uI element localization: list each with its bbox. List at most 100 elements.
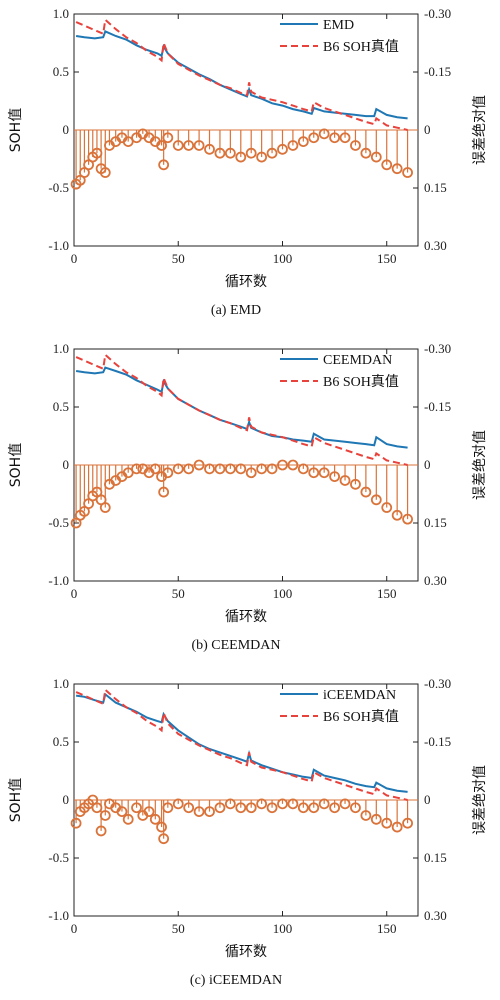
stem-marker bbox=[287, 140, 299, 151]
stem-marker bbox=[339, 475, 351, 486]
x-tick-label: 150 bbox=[377, 251, 397, 266]
stem-marker bbox=[95, 825, 107, 837]
stem-marker bbox=[381, 502, 393, 513]
chart-panel-2: 0 50 100 150 -1.0 -0.5 0 0.5 1.0 0.30 0.15 0 -0.15 -0… bbox=[8, 676, 488, 988]
stem-series bbox=[70, 128, 413, 190]
y-right-tick-label: 0.15 bbox=[424, 180, 447, 195]
y-right-tick-label: 0 bbox=[424, 792, 431, 807]
stem-marker bbox=[297, 136, 309, 148]
stem-marker bbox=[158, 833, 170, 845]
stem-marker bbox=[193, 140, 205, 151]
stem-marker bbox=[360, 810, 372, 821]
x-axis-label: 循环数 bbox=[225, 274, 267, 290]
legend-label: B6 SOH真值 bbox=[323, 709, 399, 725]
stem-marker bbox=[370, 813, 382, 825]
y-tick-label: 0.5 bbox=[53, 399, 69, 414]
stem-marker bbox=[350, 802, 361, 814]
stem-marker bbox=[339, 798, 351, 810]
y-right-tick-label: 0.30 bbox=[424, 238, 447, 253]
stem-marker bbox=[329, 802, 341, 814]
y-axis-label: SOH值 bbox=[8, 108, 24, 152]
stem-marker bbox=[204, 806, 215, 817]
stem-marker bbox=[329, 132, 341, 144]
y-right-tick-label: 0.30 bbox=[424, 908, 447, 923]
stem-marker bbox=[116, 806, 128, 817]
stem-marker bbox=[277, 459, 288, 471]
stem-marker bbox=[256, 151, 268, 163]
x-tick-label: 50 bbox=[172, 921, 185, 936]
stem-marker bbox=[360, 147, 372, 159]
y-right-axis-label: 误差绝对值 bbox=[472, 765, 488, 835]
y-tick-label: 1.0 bbox=[53, 341, 69, 356]
stem-series bbox=[70, 794, 413, 845]
stem-marker bbox=[277, 798, 288, 810]
stem-marker bbox=[329, 471, 341, 483]
stem-marker bbox=[370, 151, 382, 163]
y-right-tick-label: -0.30 bbox=[424, 6, 451, 21]
y-tick-label: 0 bbox=[63, 457, 70, 472]
stem-marker bbox=[99, 502, 111, 513]
y-tick-label: -1.0 bbox=[48, 238, 69, 253]
stem-marker bbox=[214, 463, 226, 475]
stem-marker bbox=[308, 132, 320, 144]
stem-marker bbox=[381, 817, 393, 829]
stem-marker bbox=[204, 463, 215, 475]
y-tick-label: -0.5 bbox=[48, 180, 69, 195]
stem-marker bbox=[350, 140, 361, 151]
stem-marker bbox=[402, 817, 413, 829]
stem-marker bbox=[131, 463, 142, 475]
stem-marker bbox=[245, 802, 257, 814]
stem-marker bbox=[158, 159, 170, 171]
y-tick-label: 0 bbox=[63, 122, 70, 137]
x-tick-label: 150 bbox=[377, 586, 397, 601]
legend-label: EMD bbox=[323, 18, 354, 33]
stem-marker bbox=[235, 151, 247, 163]
stem-marker bbox=[256, 798, 268, 810]
stem-marker bbox=[224, 798, 236, 810]
stem-marker bbox=[156, 821, 167, 833]
stem-marker bbox=[277, 143, 288, 155]
stem-marker bbox=[350, 478, 361, 490]
stem-marker bbox=[391, 163, 403, 175]
y-right-axis-label: 误差绝对值 bbox=[472, 95, 488, 165]
stem-marker bbox=[256, 463, 268, 475]
stem-marker bbox=[149, 463, 161, 475]
y-tick-label: -1.0 bbox=[48, 908, 69, 923]
y-tick-label: 0.5 bbox=[53, 64, 69, 79]
y-right-tick-label: 0 bbox=[424, 457, 431, 472]
x-axis-label: 循环数 bbox=[225, 609, 267, 625]
stem-marker bbox=[149, 813, 161, 825]
y-right-tick-label: 0.30 bbox=[424, 573, 447, 588]
stem-marker bbox=[297, 802, 309, 814]
stem-marker bbox=[318, 467, 330, 479]
stem-marker bbox=[235, 802, 247, 814]
stem-marker bbox=[172, 140, 184, 151]
stem-marker bbox=[308, 467, 320, 479]
stem-marker bbox=[193, 806, 205, 817]
stem-marker bbox=[235, 463, 247, 475]
stem-marker bbox=[287, 459, 299, 471]
y-axis-label: SOH值 bbox=[8, 778, 24, 822]
stem-marker bbox=[214, 147, 226, 159]
x-axis-label: 循环数 bbox=[225, 944, 267, 960]
stem-marker bbox=[391, 509, 403, 521]
y-tick-label: -0.5 bbox=[48, 515, 69, 530]
stem-marker bbox=[245, 467, 257, 479]
y-tick-label: 0 bbox=[63, 792, 70, 807]
y-right-tick-label: -0.15 bbox=[424, 399, 451, 414]
stem-marker bbox=[172, 798, 184, 810]
stem-marker bbox=[99, 810, 111, 821]
stem-marker bbox=[214, 802, 226, 814]
stem-marker bbox=[266, 802, 278, 814]
stem-marker bbox=[204, 143, 215, 155]
chart-panel-0: 0 50 100 150 -1.0 -0.5 0 0.5 1.0 0.30 0.15 0 -0.15 -0… bbox=[8, 6, 488, 318]
stem-marker bbox=[183, 802, 195, 814]
stem-marker bbox=[156, 140, 167, 151]
stem-marker bbox=[162, 802, 174, 814]
stem-marker bbox=[122, 813, 134, 825]
stem-series bbox=[70, 459, 413, 529]
stem-marker bbox=[183, 463, 195, 475]
panel-caption: (a) EMD bbox=[211, 303, 261, 318]
stem-marker bbox=[193, 459, 205, 471]
